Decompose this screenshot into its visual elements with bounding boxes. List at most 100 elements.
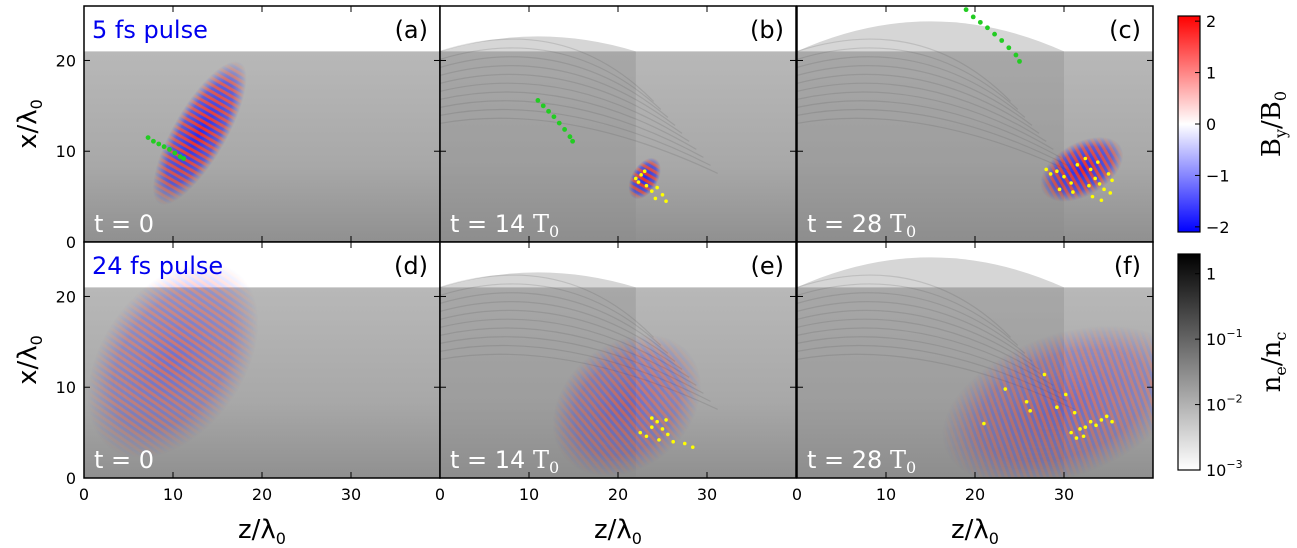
green-tracer-point [556,120,562,126]
ticks [83,242,440,479]
green-tracer-point [999,38,1005,43]
green-tracer-point [1013,52,1019,58]
yellow-tracer-point [1075,163,1080,167]
time-label: t = 28 T0 [807,446,916,477]
panel-label: (e) [751,252,785,280]
yellow-tracer-point [650,416,654,420]
green-tracer-point [540,103,546,109]
x-axis-label: z/λ0 [238,515,286,548]
green-tracer-point [177,154,183,160]
time-label: t = 14 T0 [450,446,559,477]
yellow-tracer-point [1081,434,1086,439]
laser-pulse [524,305,730,478]
yellow-tracer-point [639,173,643,177]
yellow-tracer-point [1104,414,1109,419]
pulse-duration-label: 24 fs pulse [92,252,223,280]
yellow-tracer-point [634,176,638,181]
x-axis-label: z/λ0 [951,515,999,548]
panel-a: (a) t = 0 5 fs pulse [83,5,441,243]
ticks [796,242,1153,479]
x-tick-label: 20 [608,485,628,504]
colorbar-tick-label: 0 [1206,115,1216,134]
green-tracer-point [167,147,172,152]
yellow-tracer-point [1003,387,1008,391]
yellow-tracer-point [982,421,986,426]
green-tracer-point [156,141,162,147]
laser-pulse [1029,123,1135,216]
yellow-tracer-point [650,189,654,193]
yellow-tracer-point [1042,372,1047,377]
yellow-tracer-point [1088,419,1093,424]
panel-e: (e) t = 14 T0 [439,241,797,479]
green-tracer-point [172,150,178,156]
colorbar-tick-label: 1 [1206,64,1216,83]
panel-label: (f) [1114,252,1141,280]
x-tick-label: 20 [965,485,985,504]
yellow-tracer-point [1097,182,1102,186]
yellow-tracer-point [1063,392,1068,397]
colorbar-gradient [1177,253,1201,471]
ticks [796,6,1153,243]
yellow-tracer-point [1108,191,1113,195]
density-ripple [440,100,704,158]
density-ripple [440,47,662,110]
colorbar-tick-label: 1 [1206,265,1216,284]
density-ripple [797,108,1068,166]
density-ripple [440,274,655,338]
plasma-bulk [84,51,440,242]
panels-group: (a) t = 0 5 fs pulse (b) t = 14 T0 (c) t = 28 … [83,5,1154,479]
yellow-tracer-point [657,438,661,442]
density-ripple [797,56,1026,118]
yellow-tracer-point [650,425,654,429]
green-tracer-point [1017,58,1022,64]
laser-pulse [920,295,1153,478]
yellow-tracer-point [1078,427,1082,431]
y-tick-label: 0 [66,469,76,488]
green-tracer-point [985,25,990,31]
green-tracer-point [963,7,969,13]
green-tracer-point [570,138,576,144]
yellow-tracer-point [1102,187,1106,192]
yellow-tracer-point [1083,156,1088,161]
x-tick-label: 30 [341,485,361,504]
x-tick-label: 10 [163,485,183,504]
yellow-tracer-point [644,183,649,188]
green-tracer-point [562,127,567,132]
yellow-tracer-point [1069,181,1073,185]
time-label: t = 0 [94,446,154,474]
y-tick-label: 10 [56,142,76,161]
density-ripple [440,38,655,102]
yellow-tracer-point [666,432,670,437]
yellow-tracer-point [644,434,649,439]
y-tick-label: 20 [56,51,76,70]
density-ripple [440,73,683,134]
yellow-tracer-point [1088,167,1093,172]
green-tracer-point [546,108,551,114]
yellow-tracer-point [1087,183,1091,188]
yellow-tracer-point [1110,178,1114,183]
time-label: t = 0 [94,210,154,238]
green-tracer-point [151,138,156,144]
density-ripple [440,108,711,166]
panel-label: (d) [394,252,428,280]
colorbar-tick-label: 10−3 [1206,458,1243,480]
panel-f: (f) t = 28 T0 [796,241,1154,479]
yellow-tracer-point [653,196,658,201]
yellow-tracer-point [1083,425,1088,429]
yellow-tracer-point [642,169,647,173]
x-tick-label: 10 [876,485,896,504]
x-tick-label: 30 [697,485,717,504]
yellow-tracer-point [1110,419,1114,424]
green-tracer-point [970,14,976,20]
green-tracer-point [992,31,997,37]
colorbar-by: −2 −1 0 1 2 By/B0 [1177,12,1290,237]
density-ripple [797,292,1026,354]
y-axis-label: x/λ0 [13,335,46,385]
yellow-tracer-point [690,445,695,449]
yellow-tracer-point [660,427,665,431]
yellow-tracer-point [1072,410,1077,415]
laser-pulse [84,242,294,478]
plasma-bulk [440,51,796,242]
density-ripple [797,38,1012,102]
